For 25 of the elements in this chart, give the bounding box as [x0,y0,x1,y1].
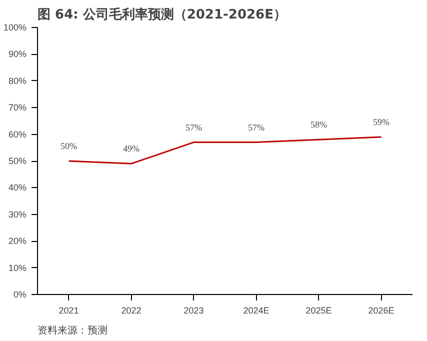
y-tick-label: 20% [8,236,26,246]
x-tick-label: 2025E [306,306,332,316]
y-tick-label: 30% [8,209,26,220]
x-tick-label: 2022 [121,306,142,316]
y-tick-label: 40% [8,182,26,193]
x-tick-label: 2021 [58,306,79,316]
y-tick-label: 60% [8,129,26,140]
y-tick-label: 10% [8,262,26,273]
text: 资料来源：预测 [38,324,108,336]
data-label: 58% [310,120,328,130]
data-label: 57% [186,122,202,132]
y-tick-label: 90% [8,49,26,60]
y-tick-label: 70% [8,102,26,113]
y-tick-label: 80% [8,76,26,86]
data-label: 57% [248,122,265,132]
y-tick-label: 100% [3,22,27,32]
x-tick-label: 2024E [243,306,270,316]
data-label: 50% [60,141,78,151]
data-label: 59% [373,116,390,127]
data-label: 49% [123,144,140,154]
x-tick-label: 2026E [368,306,394,316]
y-tick-label: 0% [13,290,27,300]
chart-title: 图 64: 公司毛利率预测（2021-2026E） [38,6,286,22]
y-tick-label: 50% [8,156,26,166]
x-tick-label: 2023 [184,306,204,316]
